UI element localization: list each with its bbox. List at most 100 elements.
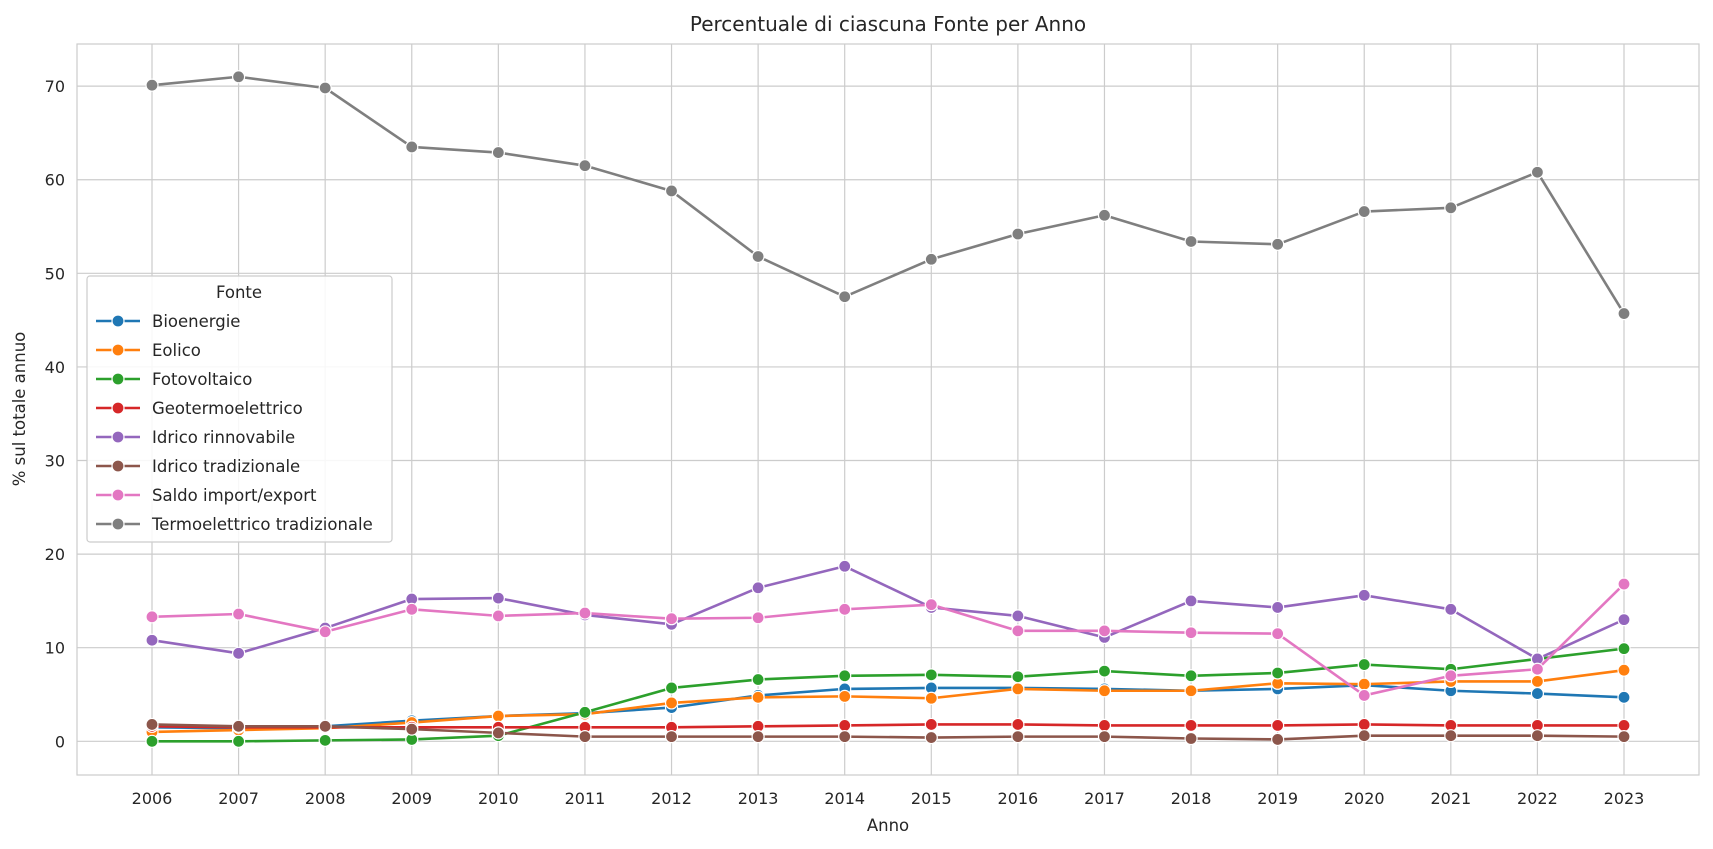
legend-marker [111, 459, 125, 473]
data-point [751, 672, 765, 687]
data-point [1444, 669, 1458, 683]
data-point [924, 252, 938, 266]
data-point [924, 598, 938, 612]
series-line [151, 683, 1625, 730]
data-point [1617, 642, 1631, 656]
series-6 [145, 577, 1631, 703]
legend-item: Termoelettrico tradizionale [96, 515, 373, 534]
x-tick-label: 2008 [305, 789, 346, 808]
series-2 [145, 642, 1631, 748]
data-point [145, 717, 159, 732]
data-point [1097, 730, 1112, 744]
legend-item: Eolico [96, 341, 201, 360]
series-line [151, 723, 1624, 729]
data-point [1011, 609, 1025, 623]
data-point [1184, 684, 1198, 698]
data-point [1530, 662, 1545, 676]
data-point [578, 606, 592, 620]
data-point [838, 689, 852, 703]
data-point [318, 719, 332, 733]
legend-marker [111, 401, 125, 415]
data-point [1617, 690, 1631, 704]
x-axis-ticks: 2006 2007 2008 2009 2010 2011 2012 2013 2014 2015… [132, 789, 1645, 808]
data-point [1357, 688, 1371, 703]
data-point [231, 646, 246, 660]
data-point [1271, 718, 1285, 732]
legend: Fonte Bioenergie Eolico Fotovoltaico Geoter… [86, 275, 393, 543]
legend-box [86, 275, 393, 543]
x-tick-label: 2023 [1604, 789, 1645, 808]
legend-items: Bioenergie Eolico Fotovoltaico Geotermoelet… [96, 312, 373, 534]
data-point [664, 730, 679, 744]
data-point [664, 681, 679, 695]
chart-title: Percentuale di ciascuna Fonte per Anno [690, 12, 1086, 36]
series-line [152, 647, 1625, 743]
series-layer [145, 70, 1631, 748]
legend-label: Geotermoelettrico [152, 399, 303, 418]
legend-marker [111, 343, 125, 357]
x-tick-label: 2016 [998, 789, 1039, 808]
grid-lines [77, 44, 1699, 775]
data-point [1184, 718, 1198, 732]
x-tick-label: 2006 [132, 789, 173, 808]
data-point [1530, 674, 1545, 689]
y-tick-label: 20 [45, 545, 65, 564]
x-tick-label: 2019 [1257, 789, 1298, 808]
series-5 [145, 717, 1631, 747]
data-point [1357, 588, 1371, 602]
data-point [145, 78, 159, 92]
legend-label: Termoelettrico tradizionale [151, 515, 373, 534]
data-point [1357, 657, 1371, 672]
data-point [1271, 237, 1285, 251]
data-point [231, 70, 246, 84]
data-point [491, 709, 505, 723]
legend-label: Idrico tradizionale [152, 457, 300, 476]
series-4 [145, 559, 1631, 666]
legend-item: Fotovoltaico [96, 370, 252, 389]
y-axis-label: % sul totale annuo [10, 332, 29, 487]
data-point [924, 668, 938, 682]
data-point [1271, 732, 1285, 747]
data-point [1011, 717, 1025, 732]
data-point [231, 607, 246, 621]
x-tick-label: 2015 [911, 789, 952, 808]
data-point [578, 705, 592, 719]
legend-item: Idrico tradizionale [96, 457, 300, 476]
data-point [1444, 729, 1458, 743]
x-tick-label: 2012 [651, 789, 692, 808]
data-point [1271, 666, 1285, 680]
data-point [838, 669, 852, 683]
data-point [924, 717, 938, 732]
data-point [1617, 613, 1631, 627]
data-point [1617, 663, 1631, 677]
data-point [1530, 165, 1545, 179]
data-point [1011, 730, 1025, 744]
data-point [1011, 670, 1025, 684]
data-point [1617, 718, 1631, 732]
data-point [1011, 227, 1025, 241]
data-point [1617, 730, 1631, 744]
data-point [405, 722, 419, 736]
data-point [318, 733, 332, 747]
y-axis-ticks: 0 10 20 30 40 50 60 70 [45, 77, 65, 751]
x-tick-label: 2021 [1430, 789, 1471, 808]
data-point [1184, 594, 1198, 608]
data-point [1357, 729, 1371, 743]
x-tick-label: 2007 [218, 789, 259, 808]
data-point [1617, 577, 1631, 591]
data-point [1097, 718, 1112, 732]
y-tick-label: 0 [55, 732, 65, 751]
legend-marker [111, 517, 125, 531]
data-point [1444, 201, 1458, 215]
data-point [491, 726, 505, 740]
legend-marker [111, 430, 125, 444]
x-tick-label: 2013 [738, 789, 779, 808]
data-point [751, 581, 765, 595]
data-point [1357, 717, 1371, 732]
data-point [838, 290, 852, 304]
data-point [1097, 664, 1112, 678]
data-point [491, 591, 505, 605]
x-tick-label: 2018 [1171, 789, 1212, 808]
data-point [318, 81, 332, 95]
